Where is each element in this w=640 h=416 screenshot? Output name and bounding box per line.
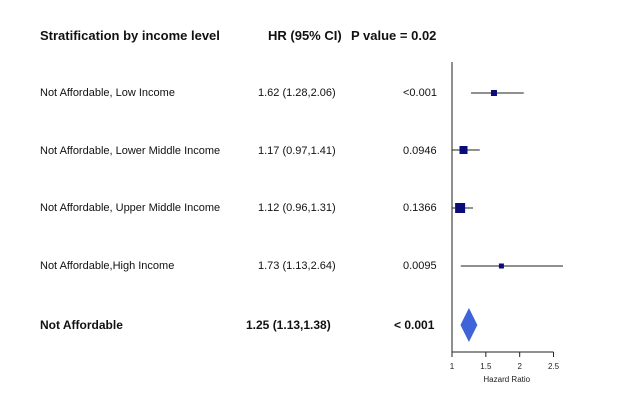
row-label: Not Affordable,High Income bbox=[40, 260, 175, 272]
stratification-header: Stratification by income level bbox=[40, 28, 220, 43]
x-tick-label: 1 bbox=[450, 362, 455, 371]
row-p-value: 0.1366 bbox=[403, 202, 437, 214]
row-hr-value: 1.12 (0.96,1.31) bbox=[258, 202, 336, 214]
row-p-value: 0.0095 bbox=[403, 260, 437, 272]
summary-p-value: < 0.001 bbox=[394, 318, 435, 332]
row-hr-value: 1.62 (1.28,2.06) bbox=[258, 87, 336, 99]
x-axis-label: Hazard Ratio bbox=[483, 375, 530, 384]
point-estimate bbox=[490, 90, 497, 96]
point-estimate bbox=[455, 203, 466, 213]
summary-label: Not Affordable bbox=[40, 318, 123, 332]
pooled-diamond bbox=[460, 308, 478, 342]
row-hr-value: 1.17 (0.97,1.41) bbox=[258, 145, 336, 157]
x-tick-label: 1.5 bbox=[480, 362, 492, 371]
hr-header: HR (95% CI) bbox=[268, 28, 342, 43]
row-label: Not Affordable, Upper Middle Income bbox=[40, 202, 221, 214]
row-label: Not Affordable, Low Income bbox=[40, 87, 175, 99]
row-hr-value: 1.73 (1.13,2.64) bbox=[258, 260, 336, 272]
point-estimate bbox=[498, 263, 504, 269]
row-p-value: 0.0946 bbox=[403, 145, 437, 157]
pvalue-header: P value = 0.02 bbox=[351, 28, 437, 43]
row-p-value: <0.001 bbox=[403, 87, 437, 99]
x-tick-label: 2.5 bbox=[548, 362, 560, 371]
point-estimate bbox=[459, 146, 468, 154]
row-label: Not Affordable, Lower Middle Income bbox=[40, 145, 221, 157]
summary-hr-value: 1.25 (1.13,1.38) bbox=[246, 318, 331, 332]
x-tick-label: 2 bbox=[517, 362, 522, 371]
